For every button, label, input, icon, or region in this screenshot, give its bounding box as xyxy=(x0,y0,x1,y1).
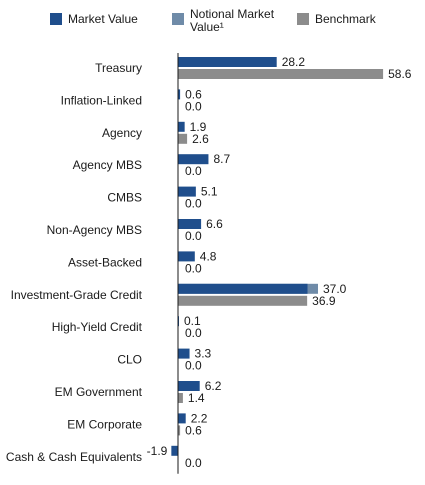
bar-market-em-corporate xyxy=(178,413,186,424)
category-label-cmbs: CMBS xyxy=(107,191,142,205)
data-label-market-clo: 3.3 xyxy=(195,347,212,361)
data-label-benchmark-clo: 0.0 xyxy=(185,359,202,373)
data-label-benchmark-agency: 2.6 xyxy=(192,132,209,146)
data-label-benchmark-treasury: 58.6 xyxy=(388,67,412,81)
category-label-high-yield-credit: High-Yield Credit xyxy=(52,320,143,334)
data-label-market-non-agency-mbs: 6.6 xyxy=(206,217,223,231)
data-label-market-cash-and-cash-equivalents: -1.9 xyxy=(147,444,168,458)
category-label-treasury: Treasury xyxy=(95,61,142,75)
data-label-market-cmbs: 5.1 xyxy=(201,185,218,199)
data-label-benchmark-high-yield-credit: 0.0 xyxy=(185,326,202,340)
bar-market-em-government xyxy=(178,381,200,391)
data-label-benchmark-investment-grade-credit: 36.9 xyxy=(312,294,336,308)
bar-market-treasury xyxy=(178,57,277,67)
data-label-benchmark-non-agency-mbs: 0.0 xyxy=(185,229,202,243)
category-label-em-government: EM Government xyxy=(55,385,143,399)
data-label-market-treasury: 28.2 xyxy=(282,55,306,69)
bar-market-cmbs xyxy=(178,186,196,197)
data-label-benchmark-cash-and-cash-equivalents: 0.0 xyxy=(185,456,202,470)
data-label-market-agency: 1.9 xyxy=(190,120,207,134)
data-label-market-asset-backed: 4.8 xyxy=(200,249,217,263)
legend-swatch-notional-market-value xyxy=(172,13,184,25)
category-label-investment-grade-credit: Investment-Grade Credit xyxy=(11,288,143,302)
category-label-agency-mbs: Agency MBS xyxy=(73,158,142,172)
data-label-benchmark-agency-mbs: 0.0 xyxy=(185,164,202,178)
legend-label-benchmark: Benchmark xyxy=(315,12,377,26)
bar-market-clo xyxy=(178,348,190,359)
bar-market-agency xyxy=(178,121,185,132)
bar-market-cash-and-cash-equivalents xyxy=(171,445,178,456)
data-label-benchmark-em-corporate: 0.6 xyxy=(185,423,202,437)
category-label-non-agency-mbs: Non-Agency MBS xyxy=(47,223,142,237)
category-label-em-corporate: EM Corporate xyxy=(67,417,142,431)
bar-benchmark-em-government xyxy=(178,393,183,403)
data-label-market-em-corporate: 2.2 xyxy=(191,411,208,425)
bar-market-investment-grade-credit xyxy=(178,283,308,294)
bar-benchmark-agency xyxy=(178,133,188,144)
category-label-clo: CLO xyxy=(117,353,142,367)
legend-label-market-value: Market Value xyxy=(68,12,138,26)
bar-market-agency-mbs xyxy=(178,154,209,165)
bar-market-asset-backed xyxy=(178,251,195,262)
data-label-market-investment-grade-credit: 37.0 xyxy=(323,282,347,296)
data-label-market-agency-mbs: 8.7 xyxy=(213,152,230,166)
bar-benchmark-investment-grade-credit xyxy=(178,295,308,306)
data-label-benchmark-cmbs: 0.0 xyxy=(185,197,202,211)
category-label-cash-and-cash-equivalents: Cash & Cash Equivalents xyxy=(6,450,142,464)
bars-layer xyxy=(171,57,384,456)
category-label-inflation-linked: Inflation-Linked xyxy=(61,93,142,107)
legend-swatch-benchmark xyxy=(297,13,309,25)
category-label-asset-backed: Asset-Backed xyxy=(68,255,142,269)
bar-benchmark-treasury xyxy=(178,69,384,79)
data-label-benchmark-asset-backed: 0.0 xyxy=(185,261,202,275)
bar-market-non-agency-mbs xyxy=(178,219,202,229)
data-label-benchmark-inflation-linked: 0.0 xyxy=(185,99,202,113)
category-label-agency: Agency xyxy=(102,126,142,140)
legend: Market Value Notional Market Value¹ Benchma… xyxy=(50,7,377,34)
data-label-benchmark-em-government: 1.4 xyxy=(188,391,205,405)
data-label-market-em-government: 6.2 xyxy=(205,379,222,393)
bar-benchmark-em-corporate xyxy=(178,425,181,436)
data-label-market-inflation-linked: 0.6 xyxy=(185,87,202,101)
data-label-market-high-yield-credit: 0.1 xyxy=(184,314,201,328)
legend-swatch-market-value xyxy=(50,13,62,25)
bar-market-inflation-linked xyxy=(178,89,181,100)
legend-label-notional-market-value: Notional Market Value¹ xyxy=(190,7,275,34)
